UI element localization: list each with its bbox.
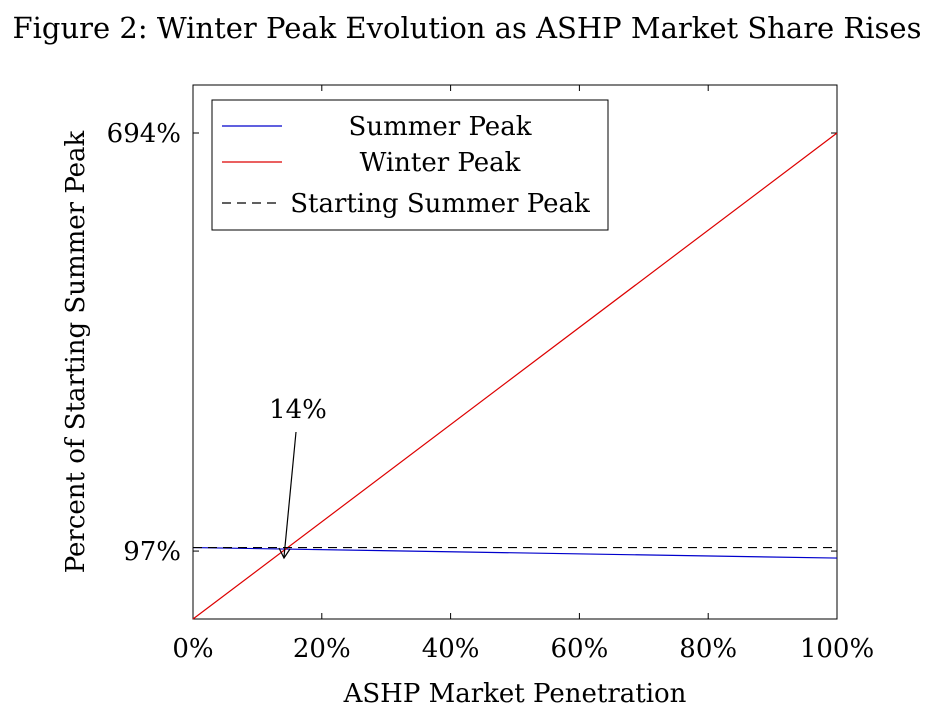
annotation-arrow bbox=[283, 431, 297, 558]
legend-label: Starting Summer Peak bbox=[290, 189, 590, 219]
y-tick-label: 694% bbox=[107, 119, 181, 149]
y-axis-ticks: 97% 694% bbox=[107, 119, 837, 567]
annotation-arrowhead bbox=[278, 547, 291, 560]
series-line-summer-peak bbox=[192, 546, 838, 559]
annotation-layer: 14% bbox=[269, 395, 327, 560]
chart-title: Figure 2: Winter Peak Evolution as ASHP … bbox=[13, 11, 922, 45]
x-axis-ticks: 0% 20% 40% 60% 80% 100% bbox=[172, 85, 874, 664]
y-axis-label: Percent of Starting Summer Peak bbox=[61, 130, 91, 573]
x-tick-label: 40% bbox=[422, 634, 480, 664]
series-layer bbox=[192, 132, 838, 620]
legend: Summer Peak Winter Peak Starting Summer Pe… bbox=[211, 99, 609, 231]
x-tick-label: 0% bbox=[172, 634, 213, 664]
annotation-label-14pct: 14% bbox=[269, 395, 327, 425]
series-line-winter-peak bbox=[192, 132, 838, 620]
y-tick-label: 97% bbox=[123, 537, 181, 567]
x-tick-label: 80% bbox=[679, 634, 737, 664]
legend-label: Winter Peak bbox=[360, 148, 521, 178]
legend-label: Summer Peak bbox=[349, 112, 532, 142]
x-tick-label: 60% bbox=[551, 634, 609, 664]
plot-area-frame bbox=[192, 84, 838, 620]
legend-box bbox=[211, 99, 609, 231]
x-tick-label: 20% bbox=[293, 634, 351, 664]
x-tick-label: 100% bbox=[800, 634, 874, 664]
x-axis-label: ASHP Market Penetration bbox=[343, 679, 687, 709]
